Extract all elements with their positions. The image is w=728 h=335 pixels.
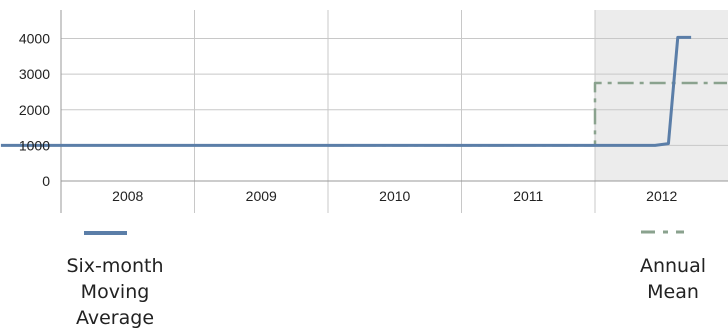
y-axis-ticks: 0 1000 2000 3000 4000 (19, 31, 50, 190)
legend-label-six-month-moving-average: Six-month Moving Average (66, 255, 164, 329)
x-tick-label-2008: 2008 (112, 188, 143, 204)
x-tick-label-2009: 2009 (246, 188, 277, 204)
x-tick-label-2010: 2010 (379, 188, 410, 204)
y-tick-label-4000: 4000 (19, 31, 50, 47)
y-tick-label-2000: 2000 (19, 102, 50, 118)
y-tick-label-0: 0 (42, 173, 50, 189)
highlight-band (595, 10, 728, 181)
x-tick-label-2011: 2011 (513, 188, 543, 204)
y-tick-label-1000: 1000 (19, 137, 50, 153)
series-line-six-month-moving-average (0, 35, 692, 147)
legend (84, 230, 684, 235)
series-layer (0, 35, 727, 147)
x-tick-label-2012: 2012 (646, 188, 677, 204)
y-tick-label-3000: 3000 (19, 66, 50, 82)
legend-label-annual-mean: Annual Mean (639, 255, 707, 303)
x-axis-ticks: 2008 2009 2010 2011 2012 (112, 188, 677, 204)
